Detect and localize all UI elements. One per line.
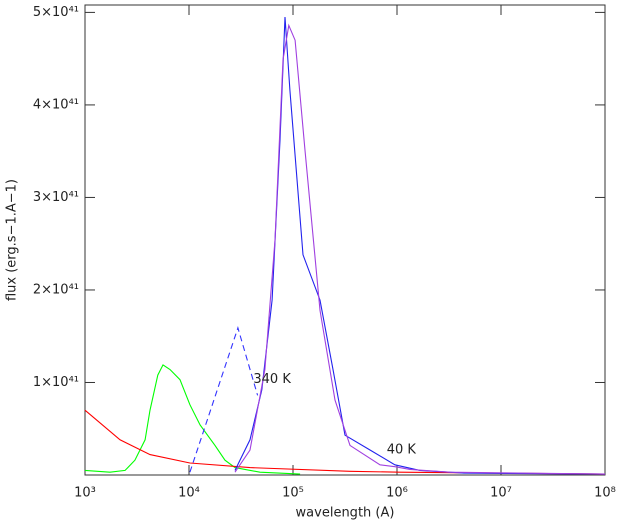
x-tick-label: 10³: [74, 486, 96, 501]
x-tick-label: 10⁵: [282, 486, 304, 501]
x-tick-label: 10⁷: [490, 486, 512, 501]
y-tick-label: 1×10⁴¹: [33, 375, 79, 390]
annotation: 340 K: [253, 372, 291, 387]
x-tick-label: 10⁶: [386, 486, 408, 501]
plot-frame: [84, 4, 606, 476]
y-tick-label: 4×10⁴¹: [33, 97, 79, 112]
y-tick-label: 3×10⁴¹: [33, 190, 79, 205]
x-axis-label: wavelength (A): [296, 506, 395, 521]
y-tick-label: 2×10⁴¹: [33, 282, 79, 297]
line-series: [234, 23, 606, 475]
line-series: [84, 409, 606, 475]
line-series: [234, 16, 606, 475]
y-axis-label: flux (erg.s−1.A−1): [5, 179, 20, 301]
line-series: [189, 326, 259, 473]
y-tick-label: 5×10⁴¹: [33, 5, 79, 20]
line-series: [84, 364, 301, 475]
x-tick-label: 10⁸: [594, 486, 616, 501]
x-tick-label: 10⁴: [178, 486, 200, 501]
annotation: 40 K: [387, 443, 417, 458]
